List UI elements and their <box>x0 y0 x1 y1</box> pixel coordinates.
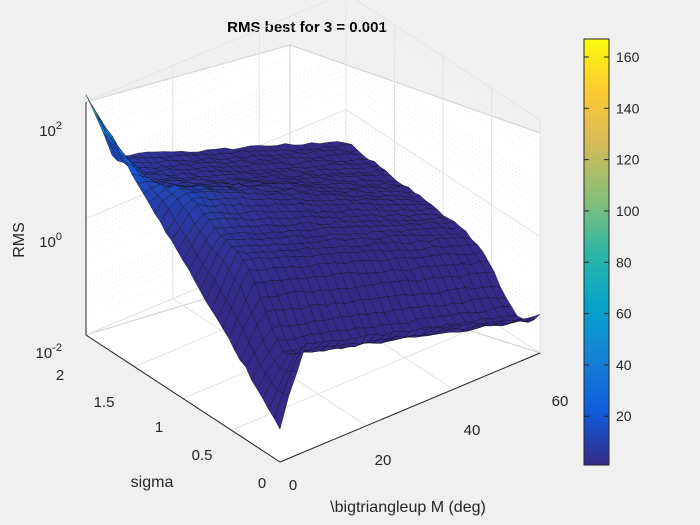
chart-title: RMS best for 3 = 0.001 <box>227 19 387 36</box>
x-tick-label: 60 <box>552 393 569 410</box>
colorbar <box>583 38 610 466</box>
colorbar-tick-label: 160 <box>616 49 640 65</box>
colorbar-tick-label: 20 <box>616 408 632 424</box>
minor-grid-line <box>85 10 347 120</box>
x-axis-line <box>279 352 541 463</box>
minor-grid-line <box>85 15 347 126</box>
minor-grid-line <box>85 74 347 184</box>
rms-surface <box>85 94 541 430</box>
x-axis-label: \bigtriangleup M (deg) <box>330 499 486 516</box>
minor-grid-line <box>85 63 347 174</box>
grid-line <box>345 109 541 237</box>
x-tick-label: 0 <box>289 477 297 494</box>
z-tick-label: 102 <box>39 120 62 140</box>
z-tick-labels: 102 100 10-2 <box>36 120 62 362</box>
colorbar-tick-label: 60 <box>616 306 632 322</box>
x-tick-label: 40 <box>464 422 481 439</box>
y-tick-label: 2 <box>56 367 64 384</box>
colorbar-tick-label: 140 <box>616 100 640 116</box>
y-axis-line <box>85 334 281 463</box>
colorbar-ticks: 20 40 60 80 100 120 140 160 <box>584 49 640 424</box>
minor-grid-line <box>85 81 347 192</box>
grid-line <box>355 0 541 121</box>
minor-grid-line <box>85 33 347 144</box>
surface-patch <box>274 392 289 430</box>
colorbar-tick-label: 40 <box>616 357 632 373</box>
minor-grid-line <box>85 56 347 167</box>
axis-lines <box>85 102 541 463</box>
z-tick-label: 100 <box>39 231 62 251</box>
minor-grid-line <box>85 59 347 170</box>
y-tick-label: 0.5 <box>192 447 213 464</box>
minor-grid-line <box>85 53 347 164</box>
y-tick-labels: 0 0.5 1 1.5 2 <box>56 367 266 492</box>
colorbar-tick-label: 120 <box>616 152 640 168</box>
minor-grid-line <box>85 5 347 116</box>
y-tick-label: 1.5 <box>94 394 115 411</box>
minor-grid-line <box>85 23 347 133</box>
minor-grid-line <box>85 68 347 179</box>
minor-grid-line <box>85 1 347 112</box>
grid-line <box>85 0 331 103</box>
minor-grid-line <box>85 0 344 109</box>
z-axis-label: RMS <box>11 222 28 258</box>
minor-grid-line <box>85 0 337 106</box>
z-tick-label: 10-2 <box>36 342 62 362</box>
colorbar-tick-label: 100 <box>616 203 640 219</box>
x-tick-label: 20 <box>375 452 392 469</box>
x-tick-labels: 0 20 40 60 <box>289 393 569 494</box>
colorbar-tick-label: 80 <box>616 254 632 270</box>
y-tick-label: 1 <box>155 419 163 436</box>
y-tick-label: 0 <box>258 475 266 492</box>
y-axis-label: sigma <box>131 474 174 491</box>
minor-grid-line <box>85 91 347 202</box>
